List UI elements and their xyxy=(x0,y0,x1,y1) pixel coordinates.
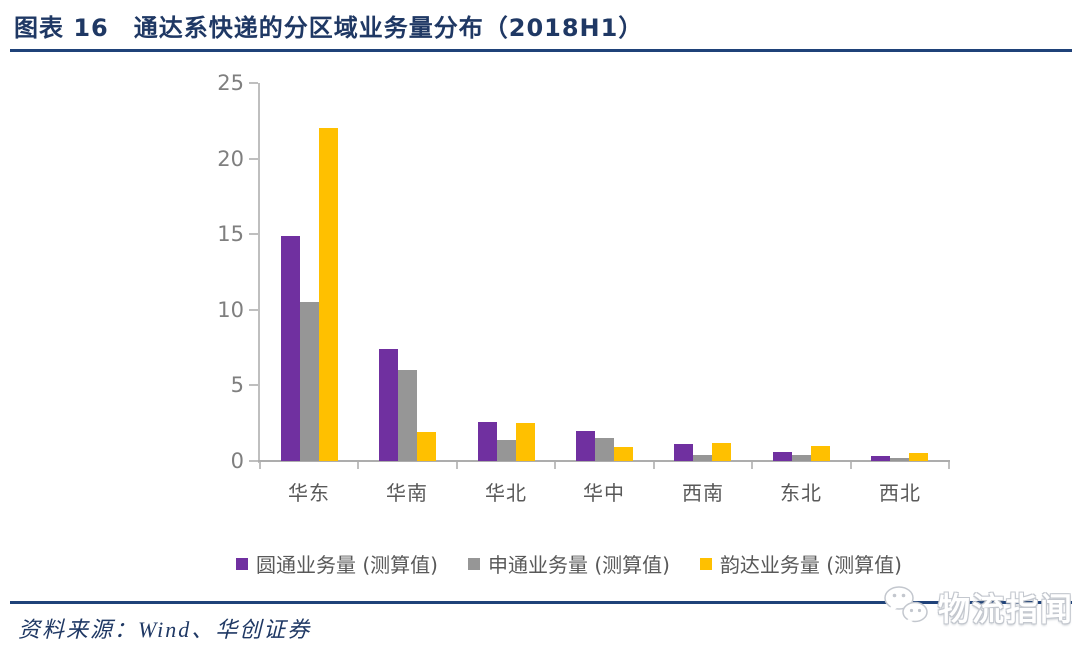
source-note: 资料来源：Wind、华创证券 xyxy=(18,617,312,642)
bar-series2-cat0 xyxy=(319,128,338,461)
x-category-label-6: 西北 xyxy=(879,481,921,505)
x-axis-line xyxy=(258,460,950,462)
x-tick-mark-4 xyxy=(653,462,655,469)
x-category-label-5: 东北 xyxy=(780,481,822,505)
y-tick-mark-0 xyxy=(249,460,258,462)
x-tick-mark-1 xyxy=(357,462,359,469)
legend-swatch-0 xyxy=(236,557,248,570)
bar-series0-cat2 xyxy=(478,422,497,461)
bar-series1-cat2 xyxy=(497,440,516,461)
x-tick-mark-3 xyxy=(554,462,556,469)
bar-series2-cat4 xyxy=(712,443,731,461)
bar-series0-cat0 xyxy=(281,236,300,461)
legend-swatch-2 xyxy=(699,557,712,570)
y-tick-label-25: 25 xyxy=(217,71,244,95)
y-tick-label-15: 15 xyxy=(217,222,244,247)
y-tick-label-0: 0 xyxy=(230,449,244,473)
bar-series2-cat1 xyxy=(417,432,436,461)
watermark: 物流指闻 xyxy=(882,584,1074,630)
x-tick-mark-2 xyxy=(456,462,458,469)
bar-series0-cat4 xyxy=(674,444,693,461)
bar-series1-cat5 xyxy=(792,455,811,461)
legend-label-2: 韵达业务量 (测算值) xyxy=(719,553,902,577)
watermark-text: 物流指闻 xyxy=(938,590,1075,628)
x-category-label-3: 华中 xyxy=(583,481,625,505)
figure-title: 图表 16 通达系快递的分区域业务量分布（2018H1） xyxy=(14,14,644,42)
legend-entry-1: 申通业务量 (测算值) xyxy=(467,549,670,578)
legend-label-0: 圆通业务量 (测算值) xyxy=(256,553,438,577)
y-tick-label-5: 5 xyxy=(230,373,244,398)
x-tick-mark-7 xyxy=(948,462,950,469)
wechat-icon xyxy=(884,586,928,626)
bar-series1-cat0 xyxy=(300,302,319,461)
y-tick-label-10: 10 xyxy=(217,297,244,322)
bar-series0-cat3 xyxy=(576,431,595,461)
y-tick-label-20: 20 xyxy=(217,146,244,171)
y-tick-mark-20 xyxy=(249,157,258,160)
chart-legend: 圆通业务量 (测算值) 申通业务量 (测算值) 韵达业务量 (测算值) xyxy=(236,549,902,578)
bar-series1-cat4 xyxy=(693,455,712,461)
y-tick-mark-10 xyxy=(249,308,258,311)
legend-entry-2: 韵达业务量 (测算值) xyxy=(699,549,902,578)
y-tick-mark-25 xyxy=(249,82,258,84)
y-tick-mark-5 xyxy=(249,384,258,387)
x-category-label-0: 华东 xyxy=(288,481,330,505)
bar-series2-cat5 xyxy=(811,446,830,461)
bar-series2-cat3 xyxy=(614,447,633,461)
bar-series0-cat1 xyxy=(379,349,398,461)
x-category-label-2: 华北 xyxy=(485,481,527,505)
x-category-label-1: 华南 xyxy=(386,481,428,505)
x-tick-mark-0 xyxy=(259,462,261,469)
y-axis-line xyxy=(258,83,260,463)
x-category-label-4: 西南 xyxy=(682,481,724,505)
footer-divider xyxy=(10,601,1072,604)
legend-swatch-1 xyxy=(467,557,480,570)
bar-series0-cat6 xyxy=(871,456,890,461)
bar-series0-cat5 xyxy=(773,452,792,461)
bar-series1-cat3 xyxy=(595,438,614,461)
bar-series1-cat1 xyxy=(398,370,417,461)
bar-series2-cat2 xyxy=(516,423,535,461)
x-tick-mark-6 xyxy=(850,462,852,469)
title-divider xyxy=(10,49,1072,52)
bar-series2-cat6 xyxy=(909,453,928,461)
bar-series1-cat6 xyxy=(890,458,909,461)
legend-entry-0: 圆通业务量 (测算值) xyxy=(236,549,438,578)
x-tick-mark-5 xyxy=(751,462,753,469)
legend-label-1: 申通业务量 (测算值) xyxy=(487,553,670,577)
y-tick-mark-15 xyxy=(249,233,258,236)
